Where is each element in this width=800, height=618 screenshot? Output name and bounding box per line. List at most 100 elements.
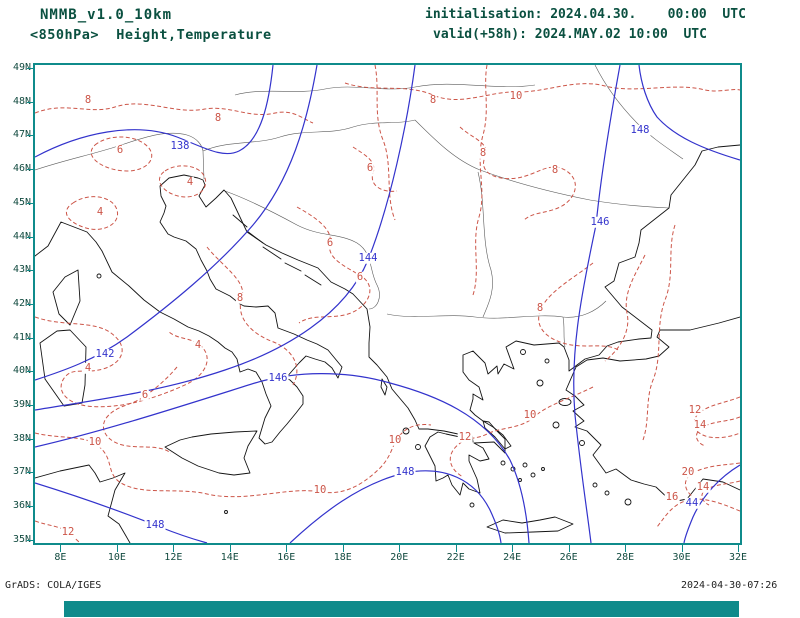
lon-tick <box>455 544 457 552</box>
temp-contour-8 <box>35 103 314 124</box>
lon-tick <box>229 544 231 552</box>
lat-tick <box>27 371 35 373</box>
temp-contour-label: 8 <box>235 291 245 304</box>
height-contour-label: 142 <box>94 347 116 360</box>
island <box>520 349 526 355</box>
lon-axis-label: 8E <box>54 552 67 563</box>
lon-axis-label: 28E <box>616 552 635 563</box>
temp-contour-segment <box>472 65 488 296</box>
temp-contour-6 <box>352 146 398 192</box>
island <box>541 467 545 471</box>
height-contour-144-southeast <box>683 464 740 543</box>
height-contour-label: 144 <box>357 251 379 264</box>
lat-tick <box>27 202 35 204</box>
island <box>469 502 475 508</box>
lat-axis-label: 44N <box>12 230 31 242</box>
coastline-anatolia <box>565 316 740 503</box>
island <box>536 379 544 387</box>
border-line <box>594 65 684 160</box>
temp-contour-label: 10 <box>387 433 403 446</box>
temp-contour-8-10 <box>344 82 740 100</box>
temp-contour-10-12 <box>449 386 594 478</box>
temp-contour-label: 4 <box>185 175 195 188</box>
temp-contour-label: 12 <box>687 403 703 416</box>
height-contour-146-west <box>35 373 530 543</box>
lat-axis-label: 48N <box>12 95 31 107</box>
temp-contour-4 <box>35 316 208 408</box>
island <box>624 498 632 506</box>
lat-tick <box>27 236 35 238</box>
lon-axis-label: 26E <box>559 552 578 563</box>
coastlines <box>35 144 740 543</box>
creation-timestamp: 2024-04-30-07:26 <box>681 580 778 591</box>
lat-tick <box>27 169 35 171</box>
lat-tick <box>27 539 35 541</box>
lat-tick <box>27 135 35 137</box>
temp-contour-label: 10 <box>508 89 524 102</box>
island-lesbos <box>558 398 572 406</box>
island <box>518 478 522 482</box>
temp-contour-label: 16 <box>664 490 680 503</box>
lat-axis-label: 43N <box>12 264 31 276</box>
height-contour-148-northeast <box>638 65 740 161</box>
temp-contour-segment <box>642 224 676 441</box>
temp-contour-label: 8 <box>213 111 223 124</box>
lat-tick <box>27 270 35 272</box>
lon-tick <box>738 544 740 552</box>
lon-tick <box>399 544 401 552</box>
temp-contour-8 <box>206 246 298 386</box>
coastline-sardinia <box>39 329 87 407</box>
temp-contour-label: 12 <box>60 525 76 538</box>
temp-contour-6 <box>90 136 153 172</box>
temp-contour-label: 6 <box>365 161 375 174</box>
temp-contour-label: 4 <box>95 205 105 218</box>
temp-contour-label: 10 <box>312 483 328 496</box>
height-contour-148-south <box>289 470 502 543</box>
lon-tick <box>512 544 514 552</box>
lon-tick <box>286 544 288 552</box>
lat-axis-label: 39N <box>12 399 31 410</box>
island <box>552 421 560 429</box>
border-line <box>477 171 493 318</box>
border-line <box>202 119 416 152</box>
border-line <box>234 83 536 96</box>
height-contour-label: 138 <box>169 139 191 152</box>
lat-tick <box>27 303 35 305</box>
lat-axis-label: 37N <box>12 466 31 478</box>
lat-tick <box>27 337 35 339</box>
coastline-corsica <box>52 269 81 326</box>
border-line <box>386 300 607 319</box>
height-contour-138 <box>35 65 274 158</box>
lat-axis-label: 45N <box>12 196 31 208</box>
height-contour-144 <box>35 65 416 411</box>
coastline-europe-mainland <box>35 144 740 496</box>
temp-contour-4 <box>159 165 207 198</box>
height-contour-label: 148 <box>144 518 166 531</box>
lon-axis-label: 22E <box>446 552 465 563</box>
lat-axis-label: 46N <box>12 163 31 175</box>
island <box>224 510 228 514</box>
coastline-north-africa <box>35 464 131 543</box>
coastline-corfu <box>380 378 388 396</box>
lat-axis-label: 49N <box>12 62 31 73</box>
height-contour-label: 148 <box>629 123 651 136</box>
island <box>522 462 528 468</box>
model-title: NMMB_v1.0_10km <box>40 7 173 23</box>
temp-contour-16 <box>656 498 740 528</box>
lat-tick <box>27 506 35 508</box>
temp-contour-label: 8 <box>535 301 545 314</box>
temp-contour-label: 10 <box>87 435 103 448</box>
island <box>592 482 598 488</box>
field-title: <850hPa> Height,Temperature <box>30 27 272 43</box>
lat-axis-label: 36N <box>12 500 31 512</box>
lon-tick <box>173 544 175 552</box>
lat-axis-label: 40N <box>12 365 31 377</box>
coastline-euboea <box>482 420 512 450</box>
temp-contour-label: 6 <box>355 270 365 283</box>
height-contour-146-east <box>573 65 621 543</box>
temp-contour-label: 10 <box>522 408 538 421</box>
border-line <box>224 190 380 310</box>
country-borders <box>35 65 684 348</box>
init-time-label: initialisation: 2024.04.30. 00:00 UTC <box>425 7 746 22</box>
